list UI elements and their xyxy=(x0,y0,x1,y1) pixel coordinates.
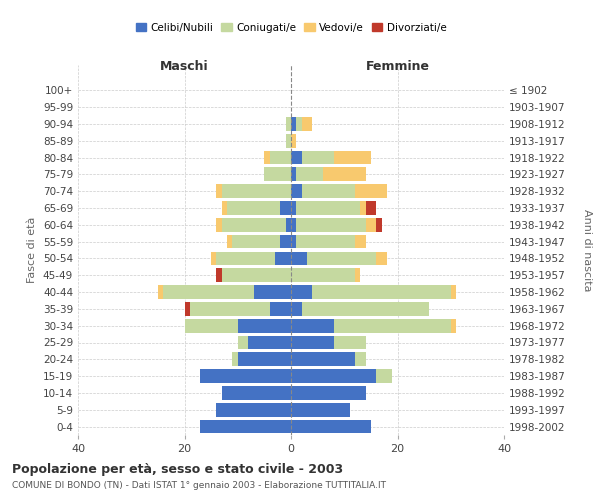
Bar xyxy=(217,268,222,282)
Bar xyxy=(280,234,291,248)
Bar xyxy=(302,150,334,164)
Bar xyxy=(296,234,355,248)
Bar xyxy=(227,234,232,248)
Legend: Celibi/Nubili, Coniugati/e, Vedovi/e, Divorziati/e: Celibi/Nubili, Coniugati/e, Vedovi/e, Di… xyxy=(131,18,451,36)
Bar xyxy=(302,184,355,198)
Bar xyxy=(248,336,291,349)
Bar xyxy=(185,302,190,316)
Bar xyxy=(217,218,222,232)
Bar xyxy=(291,150,302,164)
Bar xyxy=(291,268,355,282)
Bar xyxy=(291,218,296,232)
Bar xyxy=(334,150,371,164)
Bar xyxy=(291,285,313,299)
Bar xyxy=(291,403,350,416)
Bar xyxy=(222,218,286,232)
Bar xyxy=(238,336,248,349)
Bar xyxy=(451,319,456,332)
Bar xyxy=(291,420,371,434)
Text: Maschi: Maschi xyxy=(160,60,209,72)
Bar xyxy=(296,117,302,131)
Bar xyxy=(291,168,296,181)
Bar xyxy=(376,369,392,383)
Bar xyxy=(270,302,291,316)
Bar xyxy=(323,168,365,181)
Bar xyxy=(222,386,291,400)
Bar xyxy=(291,117,296,131)
Bar xyxy=(158,285,163,299)
Bar xyxy=(217,184,222,198)
Bar xyxy=(296,218,365,232)
Bar xyxy=(232,352,238,366)
Bar xyxy=(313,285,451,299)
Bar xyxy=(185,319,238,332)
Bar xyxy=(265,150,270,164)
Bar xyxy=(211,252,217,266)
Bar xyxy=(291,252,307,266)
Bar xyxy=(286,117,291,131)
Bar xyxy=(355,184,387,198)
Text: COMUNE DI BONDO (TN) - Dati ISTAT 1° gennaio 2003 - Elaborazione TUTTITALIA.IT: COMUNE DI BONDO (TN) - Dati ISTAT 1° gen… xyxy=(12,481,386,490)
Bar xyxy=(286,218,291,232)
Bar xyxy=(355,268,360,282)
Bar xyxy=(365,201,376,215)
Bar xyxy=(227,201,280,215)
Bar xyxy=(334,319,451,332)
Bar xyxy=(238,319,291,332)
Bar xyxy=(222,201,227,215)
Bar xyxy=(365,218,376,232)
Bar xyxy=(200,420,291,434)
Bar xyxy=(296,168,323,181)
Bar xyxy=(451,285,456,299)
Bar xyxy=(200,369,291,383)
Bar xyxy=(376,218,382,232)
Bar xyxy=(291,319,334,332)
Bar xyxy=(238,352,291,366)
Bar xyxy=(291,336,334,349)
Bar xyxy=(355,352,365,366)
Bar xyxy=(334,336,365,349)
Bar xyxy=(291,352,355,366)
Bar xyxy=(355,234,365,248)
Bar xyxy=(302,302,430,316)
Bar xyxy=(291,369,376,383)
Bar xyxy=(232,234,280,248)
Text: Popolazione per età, sesso e stato civile - 2003: Popolazione per età, sesso e stato civil… xyxy=(12,462,343,475)
Bar xyxy=(265,168,291,181)
Bar xyxy=(270,150,291,164)
Bar xyxy=(222,184,291,198)
Bar xyxy=(163,285,254,299)
Bar xyxy=(280,201,291,215)
Bar xyxy=(291,184,302,198)
Bar xyxy=(307,252,376,266)
Bar xyxy=(190,302,270,316)
Bar xyxy=(217,403,291,416)
Text: Femmine: Femmine xyxy=(365,60,430,72)
Bar xyxy=(291,386,365,400)
Bar xyxy=(291,302,302,316)
Bar xyxy=(302,117,312,131)
Bar xyxy=(275,252,291,266)
Bar xyxy=(254,285,291,299)
Bar xyxy=(296,201,360,215)
Bar xyxy=(291,134,296,147)
Bar xyxy=(217,252,275,266)
Bar xyxy=(360,201,365,215)
Y-axis label: Anni di nascita: Anni di nascita xyxy=(582,209,592,291)
Bar xyxy=(222,268,291,282)
Bar xyxy=(286,134,291,147)
Y-axis label: Fasce di età: Fasce di età xyxy=(28,217,37,283)
Bar xyxy=(291,234,296,248)
Bar xyxy=(376,252,387,266)
Bar xyxy=(291,201,296,215)
